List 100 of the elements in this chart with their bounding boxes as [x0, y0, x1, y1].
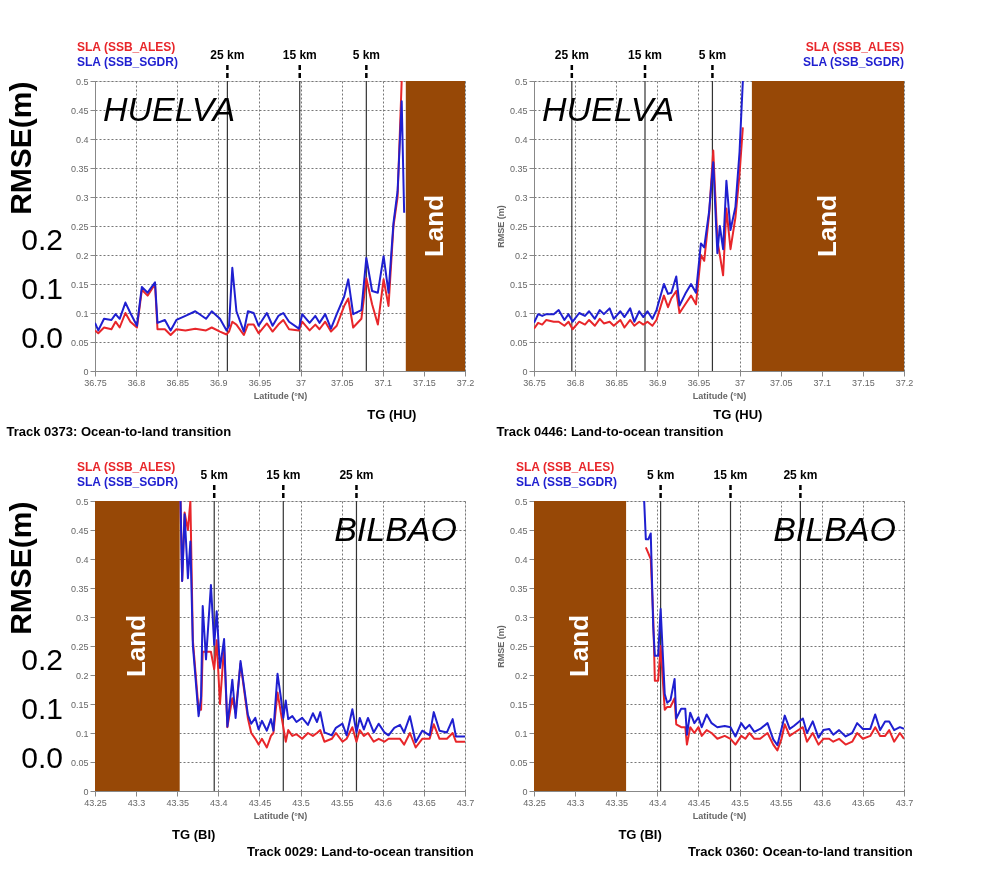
- y-tick-label: 0.35: [70, 163, 89, 174]
- y-tick-label: 0.25: [70, 641, 89, 652]
- ref-line-label: 25 km: [210, 48, 245, 62]
- x-tick-label: 43.4: [210, 797, 228, 808]
- x-tick-label: 36.75: [523, 377, 546, 388]
- text: Track 0029: Land-to-ocean transition: [246, 844, 474, 859]
- x-tick-label: 43.45: [687, 797, 711, 808]
- x-tick-label: 37.2: [456, 377, 475, 388]
- y-tick-label: 0.5: [75, 496, 89, 507]
- text: Track 0446: Land-to-ocean transition: [496, 424, 724, 439]
- y-tick-label: 0.3: [75, 192, 89, 203]
- text: SLA (SSB_SGDR): [77, 55, 178, 69]
- x-tick-label: 43.6: [374, 797, 393, 808]
- y-tick-label: 0.35: [509, 163, 528, 174]
- x-tick-label: 43.35: [166, 797, 189, 808]
- ref-line-label: 25 km: [339, 468, 374, 482]
- y-tick-label: 0.2: [514, 670, 528, 681]
- text: 0.1: [21, 691, 63, 725]
- x-tick-label: 36.85: [166, 377, 189, 388]
- y-tick-label: 0.2: [514, 250, 528, 261]
- y-tick-label: 0.3: [75, 612, 89, 623]
- x-tick-label: 43.7: [895, 797, 914, 808]
- text: 0.1: [21, 271, 63, 305]
- y-tick-label: 0.05: [70, 337, 89, 348]
- x-tick-label: 43.3: [566, 797, 585, 808]
- y-axis-title: RMSE(m): [3, 501, 37, 635]
- y-tick-label: 0.5: [514, 76, 528, 87]
- x-tick-label: 43.5: [731, 797, 749, 808]
- y-tick-label: 0.15: [70, 699, 89, 710]
- y-tick-label: 0.35: [509, 583, 528, 594]
- text: 0.2: [21, 222, 63, 256]
- x-tick-label: 43.45: [248, 797, 272, 808]
- x-axis-title: Latitude (°N): [692, 390, 747, 401]
- y-tick-label: 0.3: [514, 192, 528, 203]
- y-tick-label: 0: [83, 366, 89, 377]
- y-tick-label: 0.45: [509, 105, 528, 116]
- y-tick-label: 0.1: [514, 728, 528, 739]
- x-tick-label: 36.8: [566, 377, 585, 388]
- y-tick-label: 0.15: [509, 699, 528, 710]
- x-tick-label: 43.25: [523, 797, 546, 808]
- y-tick-label: 0.45: [70, 525, 89, 536]
- x-tick-label: 37.15: [413, 377, 436, 388]
- x-tick-label: 43.25: [84, 797, 107, 808]
- x-tick-label: 43.55: [330, 797, 354, 808]
- x-tick-label: 37.1: [374, 377, 393, 388]
- text: SLA (SSB_ALES): [805, 40, 904, 54]
- x-tick-label: 36.95: [687, 377, 711, 388]
- ref-line-label: 5 km: [200, 468, 228, 482]
- text: SLA (SSB_ALES): [77, 460, 176, 474]
- x-tick-label: 37.2: [895, 377, 914, 388]
- text: TG (BI): [172, 827, 216, 842]
- text: 0.2: [21, 642, 63, 676]
- x-tick-label: 37.1: [813, 377, 832, 388]
- band-label: Land: [419, 194, 450, 258]
- x-tick-label: 43.65: [852, 797, 875, 808]
- y-tick-label: 0.4: [514, 554, 528, 565]
- text: SLA (SSB_ALES): [77, 40, 176, 54]
- series-label: SLA (SSB_SGDR): [77, 475, 178, 489]
- x-tick-label: 36.9: [649, 377, 667, 388]
- y-tick-label: 0.45: [509, 525, 528, 536]
- line-series: [643, 501, 904, 747]
- ref-line-label: 25 km: [554, 48, 589, 62]
- text: 0.0: [21, 741, 63, 775]
- y-tick-label: 0.05: [70, 757, 89, 768]
- x-tick-label: 43.6: [813, 797, 832, 808]
- ref-line-label: 15 km: [713, 468, 748, 482]
- x-axis-title: Latitude (°N): [253, 810, 308, 821]
- x-tick-label: 43.5: [292, 797, 310, 808]
- ref-line-label: 5 km: [698, 48, 727, 62]
- text: TG (HU): [367, 407, 417, 422]
- ref-line-label: 15 km: [627, 48, 663, 62]
- y-tick-label: 0.35: [70, 583, 89, 594]
- x-tick-label: 36.9: [210, 377, 228, 388]
- y-tick-label: 0.4: [75, 134, 89, 145]
- y-tick-label: 0.4: [514, 134, 528, 145]
- x-tick-label: 43.55: [769, 797, 793, 808]
- text: TG (HU): [713, 407, 763, 422]
- y-tick-label: 0.25: [509, 221, 528, 232]
- text: SLA (SSB_SGDR): [803, 55, 904, 69]
- x-axis-title: Latitude (°N): [253, 390, 308, 401]
- x-tick-label: 43.4: [649, 797, 667, 808]
- y-tick-label: 0.2: [75, 670, 89, 681]
- y-tick-label: 0.5: [514, 496, 528, 507]
- line-series: [534, 126, 744, 331]
- y-axis-title: RMSE (m): [495, 205, 506, 248]
- y-axis-title: RMSE(m): [3, 81, 37, 215]
- y-tick-label: 0.1: [75, 308, 89, 319]
- y-tick-label: 0.05: [509, 337, 528, 348]
- y-tick-label: 0.15: [70, 279, 89, 290]
- y-tick-label: 0: [522, 366, 528, 377]
- y-tick-label: 0.25: [509, 641, 528, 652]
- x-tick-label: 36.8: [127, 377, 146, 388]
- line-series: [534, 81, 744, 324]
- y-tick-label: 0.1: [75, 728, 89, 739]
- text: Track 0360: Ocean-to-land transition: [688, 844, 913, 859]
- x-tick-label: 37: [296, 377, 307, 388]
- y-tick-label: 0.1: [514, 308, 528, 319]
- y-tick-label: 0.2: [75, 250, 89, 261]
- text: SLA (SSB_ALES): [516, 460, 615, 474]
- x-tick-label: 43.3: [127, 797, 146, 808]
